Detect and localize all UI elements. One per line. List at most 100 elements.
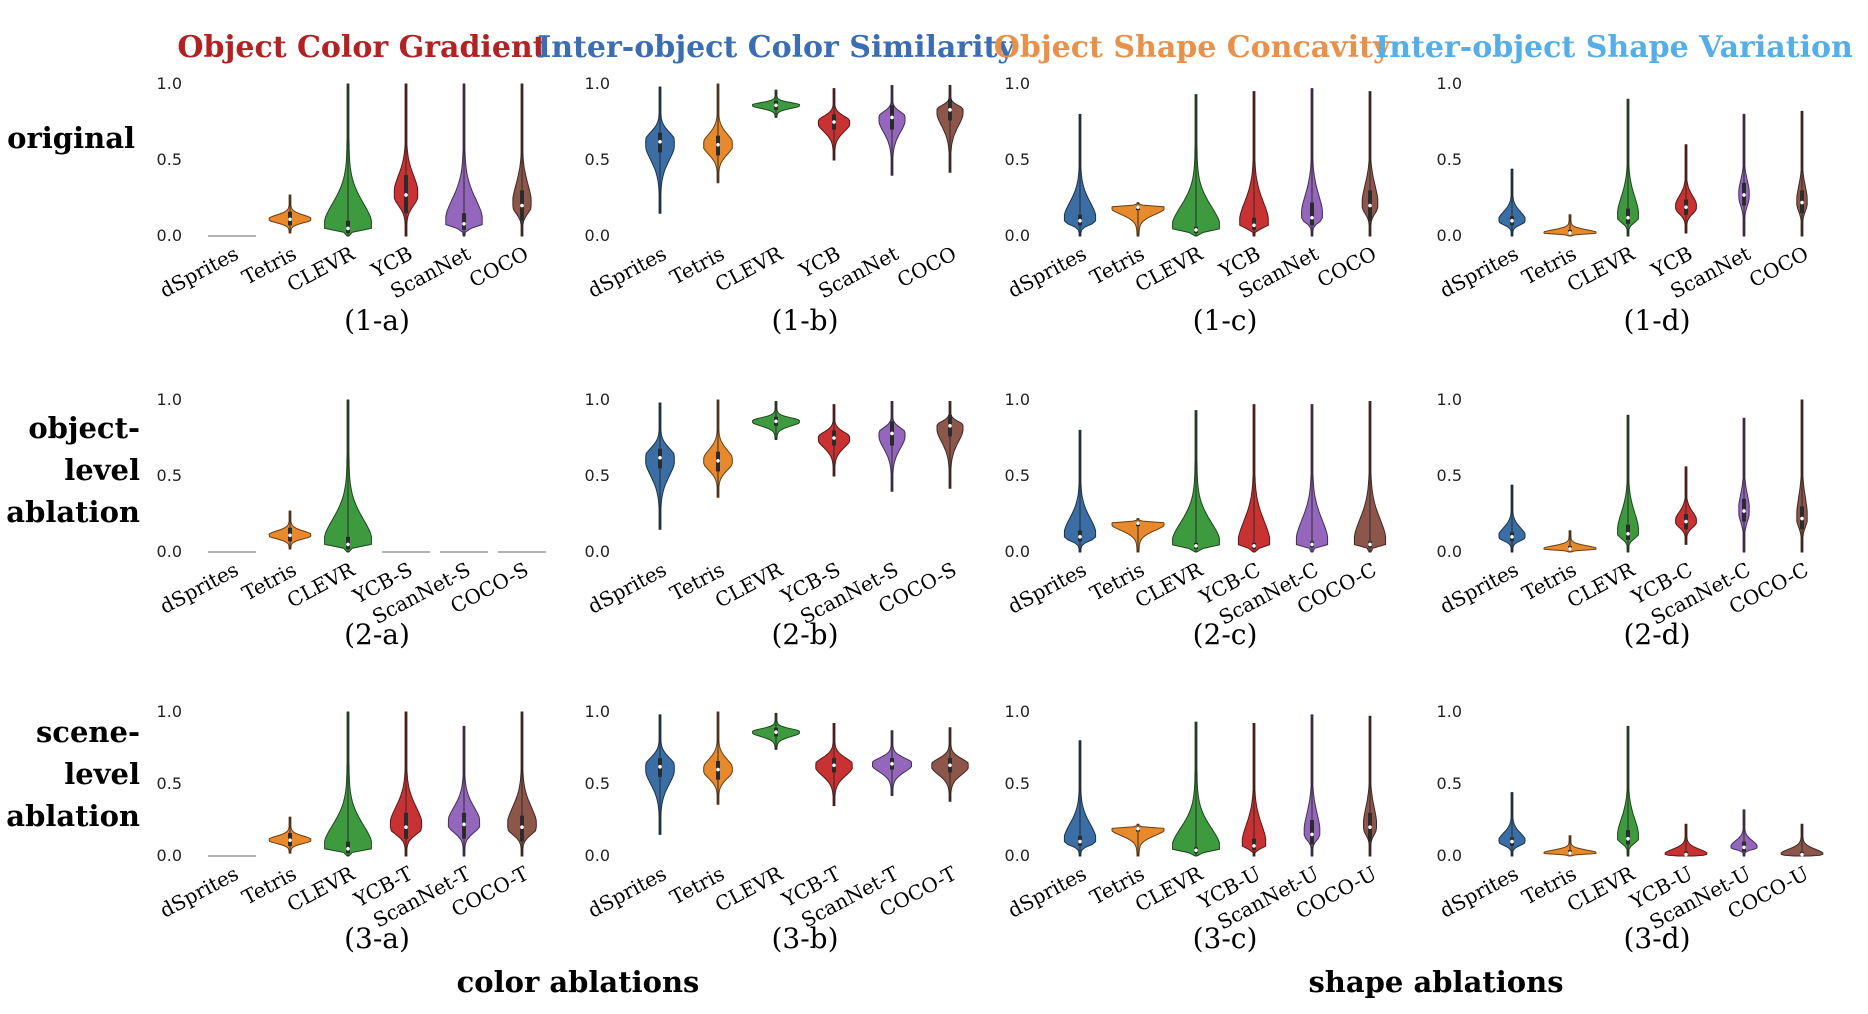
panel-2-b: 0.00.51.0dSpritesTetrisCLEVRYCB-SScanNet… [584, 390, 964, 651]
y-tick-label: 0.5 [157, 774, 182, 793]
violin-median-dot [1136, 205, 1140, 209]
x-tick-label: dSprites [156, 861, 243, 922]
x-tick-label: dSprites [1004, 557, 1091, 618]
row-labels: original object- level ablation scene- l… [6, 121, 140, 833]
x-tick-label: CLEVR [283, 241, 359, 297]
y-tick-label: 1.0 [1437, 390, 1462, 409]
x-tick-label: dSprites [584, 241, 671, 302]
y-tick-label: 0.5 [157, 466, 182, 485]
y-tick-label: 0.0 [585, 226, 610, 245]
y-tick-label: 0.0 [157, 846, 182, 865]
row-label-object-line1: object- [28, 411, 140, 445]
violin-median-dot [1310, 215, 1314, 220]
violin-median-dot [890, 762, 894, 766]
x-tick-label: dSprites [156, 557, 243, 618]
panel-label: (3-c) [1193, 922, 1258, 955]
violin-median-dot [346, 847, 350, 851]
y-tick-label: 0.5 [1437, 774, 1462, 793]
violin-median-dot [774, 730, 778, 734]
violin-median-dot [1136, 826, 1140, 831]
violin-median-dot [288, 838, 292, 842]
y-tick-label: 1.0 [157, 74, 182, 93]
violin-median-dot [774, 419, 778, 424]
x-tick-label: COCO [1745, 241, 1812, 292]
violin-median-dot [1194, 848, 1198, 853]
y-tick-label: 0.0 [1005, 226, 1030, 245]
violin-median-dot [716, 143, 720, 147]
violin-median-dot [1568, 547, 1572, 551]
column-titles: Object Color Gradient Inter-object Color… [177, 30, 1853, 65]
y-tick-label: 0.0 [1437, 846, 1462, 865]
violin-median-dot [832, 120, 836, 124]
y-tick-label: 0.5 [585, 150, 610, 169]
x-tick-label: CLEVR [1131, 241, 1207, 297]
panel-3-a: 0.00.51.0dSpritesTetrisCLEVRYCB-TScanNet… [156, 702, 537, 955]
y-tick-label: 1.0 [585, 702, 610, 721]
violin-median-dot [1742, 509, 1746, 513]
violin-median-dot [1078, 219, 1082, 223]
x-tick-label: dSprites [1436, 557, 1523, 618]
panel-2-d: 0.00.51.0dSpritesTetrisCLEVRYCB-CScanNet… [1436, 390, 1813, 651]
x-tick-label: dSprites [156, 241, 243, 302]
violin-median-dot [1252, 223, 1256, 228]
x-tick-label: CLEVR [711, 861, 787, 917]
panel-label: (2-a) [344, 618, 410, 651]
violin-median-dot [1626, 531, 1630, 536]
x-tick-label: CLEVR [711, 241, 787, 297]
x-tick-label: dSprites [584, 557, 671, 618]
panel-label: (2-d) [1623, 618, 1690, 651]
violin-median-dot [1626, 836, 1630, 841]
x-tick-label: COCO [465, 241, 532, 292]
violin-median-dot [948, 108, 952, 112]
violin-median-dot [890, 431, 894, 436]
violin-median-dot [890, 115, 894, 120]
violin-median-dot [1194, 544, 1198, 548]
violin-median-dot [1684, 519, 1688, 524]
y-tick-label: 1.0 [157, 390, 182, 409]
panel-2-c: 0.00.51.0dSpritesTetrisCLEVRYCB-CScanNet… [1004, 390, 1387, 651]
row-label-scene-line1: scene- [36, 715, 140, 749]
panel-label: (3-b) [771, 922, 838, 955]
x-tick-label: CLEVR [711, 557, 787, 613]
y-tick-label: 0.5 [157, 150, 182, 169]
col-title-3: Object Shape Concavity [994, 30, 1392, 65]
violin-median-dot [346, 542, 350, 547]
y-tick-label: 1.0 [585, 74, 610, 93]
y-tick-label: 1.0 [1005, 74, 1030, 93]
section-label-color: color ablations [457, 965, 700, 999]
x-tick-label: CLEVR [1563, 241, 1639, 297]
section-label-shape: shape ablations [1308, 965, 1563, 999]
violin-median-dot [1194, 228, 1198, 232]
panel-3-b: 0.00.51.0dSpritesTetrisCLEVRYCB-TScanNet… [584, 702, 969, 955]
x-tick-label: CLEVR [1563, 861, 1639, 917]
col-title-4: Inter-object Shape Variation [1375, 30, 1853, 65]
violin-median-dot [1800, 852, 1804, 857]
x-tick-label: COCO [1313, 241, 1380, 292]
violin-median-dot [1626, 215, 1630, 220]
violin-median-dot [658, 455, 662, 460]
x-tick-label: CLEVR [283, 861, 359, 917]
y-tick-label: 0.0 [1005, 846, 1030, 865]
y-tick-label: 0.0 [1437, 542, 1462, 561]
y-tick-label: 0.5 [1005, 150, 1030, 169]
violin-median-dot [1800, 200, 1804, 205]
violin-median-dot [658, 139, 662, 144]
x-tick-label: CLEVR [283, 557, 359, 613]
y-tick-label: 0.5 [585, 774, 610, 793]
y-tick-label: 0.0 [1437, 226, 1462, 245]
panel-label: (1-c) [1193, 304, 1258, 337]
violin-median-dot [1252, 544, 1256, 548]
col-title-1: Object Color Gradient [177, 30, 546, 65]
violin-median-dot [1368, 203, 1372, 208]
violin-median-dot [462, 222, 466, 226]
row-label-object-line3: ablation [6, 495, 140, 529]
violin-median-dot [1568, 851, 1572, 855]
violin-median-dot [832, 763, 836, 768]
x-tick-label: COCO [893, 241, 960, 292]
